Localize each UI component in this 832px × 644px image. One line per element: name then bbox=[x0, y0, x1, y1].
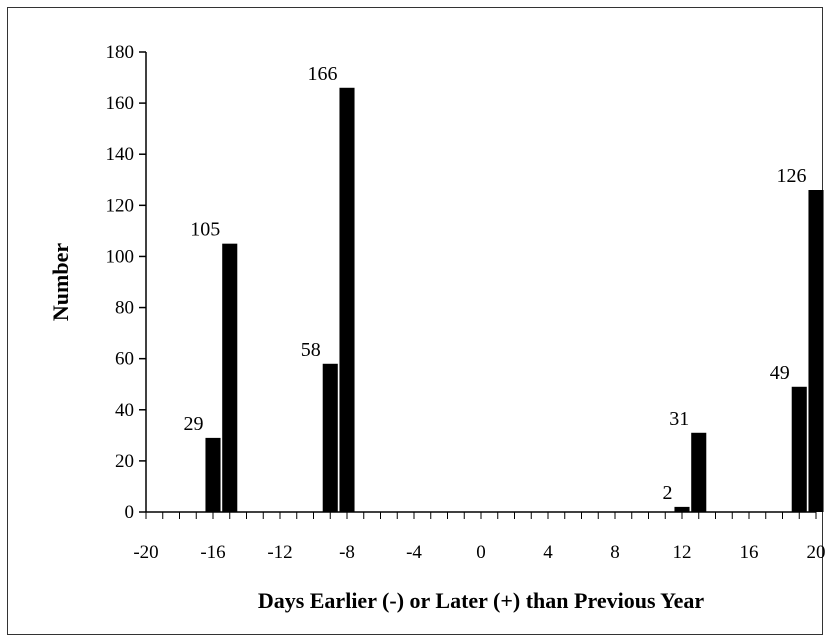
x-tick-label: 4 bbox=[543, 542, 553, 563]
y-tick-label: 160 bbox=[106, 93, 135, 114]
y-tick-label: 120 bbox=[106, 195, 135, 216]
bar bbox=[691, 432, 707, 512]
bar-value-label: 49 bbox=[770, 362, 790, 384]
x-tick-label: 20 bbox=[807, 542, 826, 563]
x-tick-label: -20 bbox=[133, 542, 158, 563]
bar bbox=[808, 190, 824, 512]
bar bbox=[322, 363, 338, 512]
x-tick-label: 12 bbox=[673, 542, 692, 563]
bar-value-label: 29 bbox=[183, 413, 203, 435]
chart-frame bbox=[7, 7, 823, 635]
x-tick-label: -8 bbox=[339, 542, 355, 563]
x-tick-label: -12 bbox=[267, 542, 292, 563]
y-tick-label: 0 bbox=[125, 502, 135, 523]
y-axis-title: Number bbox=[48, 243, 73, 321]
x-tick-label: -4 bbox=[406, 542, 422, 563]
bar-value-label: 2 bbox=[662, 482, 672, 504]
bar bbox=[339, 87, 355, 513]
x-axis-title: Days Earlier (-) or Later (+) than Previ… bbox=[258, 588, 705, 613]
bar-value-label: 58 bbox=[301, 339, 321, 361]
y-tick-label: 60 bbox=[115, 349, 134, 370]
y-tick-label: 100 bbox=[106, 246, 135, 267]
bar-value-label: 166 bbox=[307, 63, 337, 85]
y-tick-label: 140 bbox=[106, 144, 135, 165]
bar bbox=[205, 437, 221, 512]
x-tick-label: 8 bbox=[610, 542, 620, 563]
bar-value-label: 126 bbox=[776, 165, 806, 187]
bars bbox=[205, 87, 824, 513]
bar-value-label: 31 bbox=[669, 408, 689, 430]
x-tick-label: 0 bbox=[476, 542, 486, 563]
y-tick-label: 80 bbox=[115, 298, 134, 319]
data-labels: 29 105 58 166 2 31 49 126 bbox=[183, 63, 806, 504]
y-tick-label: 180 bbox=[106, 42, 135, 63]
axes: 0 20 40 60 80 100 120 140 160 180 -20 -16 -12 -8 -4 0 4 8… bbox=[106, 42, 826, 563]
bar bbox=[791, 386, 807, 512]
bar-value-label: 105 bbox=[190, 219, 220, 241]
bar bbox=[674, 506, 690, 512]
x-tick-label: 16 bbox=[740, 542, 759, 563]
y-tick-label: 40 bbox=[115, 400, 134, 421]
y-tick-label: 20 bbox=[115, 451, 134, 472]
bar bbox=[222, 243, 238, 512]
x-tick-label: -16 bbox=[200, 542, 225, 563]
